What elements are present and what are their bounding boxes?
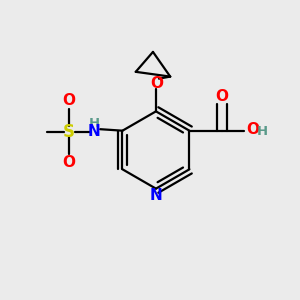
Text: O: O: [246, 122, 259, 137]
Text: O: O: [150, 76, 163, 91]
Text: H: H: [257, 125, 268, 138]
Text: O: O: [62, 155, 76, 170]
Text: O: O: [216, 89, 229, 104]
Text: N: N: [88, 124, 100, 139]
Text: N: N: [150, 188, 162, 203]
Text: S: S: [63, 123, 75, 141]
Text: O: O: [62, 94, 76, 109]
Text: H: H: [89, 117, 100, 130]
